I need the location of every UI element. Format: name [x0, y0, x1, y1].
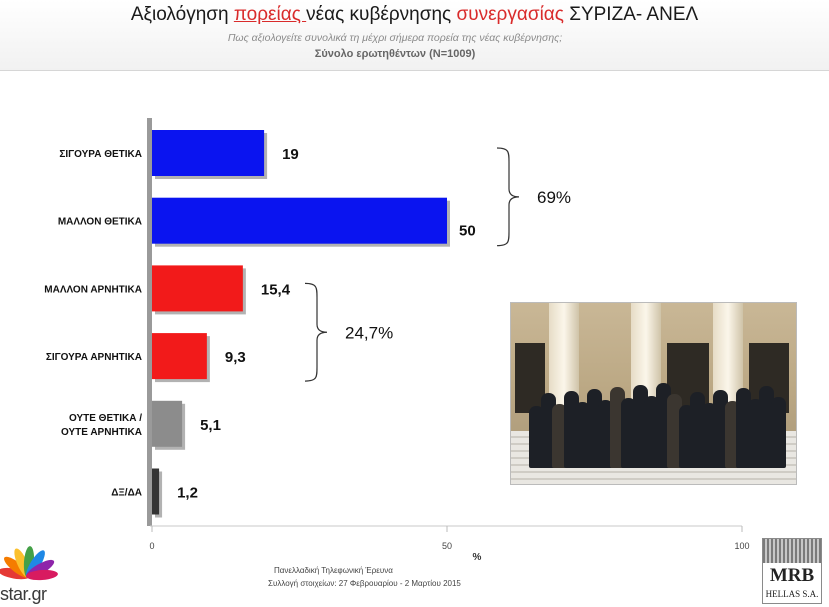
bar — [152, 130, 265, 176]
category-label: ΟΥΤΕ ΘΕΤΙΚΑ / — [69, 413, 142, 424]
person-silhouette — [690, 392, 705, 468]
bar — [152, 333, 207, 380]
data-label: 15,4 — [261, 281, 291, 298]
person-silhouette — [759, 386, 774, 468]
person-silhouette — [701, 403, 717, 468]
y-axis-line — [147, 118, 152, 526]
person-silhouette — [540, 393, 556, 468]
data-label: 19 — [282, 146, 299, 163]
category-label: ΜΑΛΛΟΝ ΑΡΝΗΤΙΚΑ — [44, 284, 142, 295]
title-part-3: ΣΥΡΙΖΑ- ΑΝΕΛ — [563, 4, 699, 25]
title-part-1: Αξιολόγηση — [130, 4, 234, 25]
person-silhouette — [598, 400, 613, 468]
data-label: 1,2 — [177, 485, 198, 502]
data-label: 9,3 — [225, 349, 246, 366]
mrb-logo-sub: HELLAS S.A. — [765, 589, 819, 599]
survey-method: Πανελλαδική Τηλεφωνική Έρευνα — [274, 566, 393, 575]
group-total-label: 69% — [537, 188, 571, 207]
person-silhouette — [667, 394, 682, 468]
category-label: ΣΙΓΟΥΡΑ ΘΕΤΙΚΑ — [59, 149, 142, 160]
category-label: ΜΑΛΛΟΝ ΘΕΤΙΚΑ — [58, 217, 142, 228]
person-silhouette — [736, 388, 751, 468]
person-silhouette — [770, 397, 786, 468]
person-silhouette — [563, 391, 579, 468]
x-axis-label: % — [473, 552, 482, 563]
person-silhouette — [724, 401, 740, 468]
x-tick-label: 100 — [734, 541, 749, 551]
person-silhouette — [552, 404, 567, 468]
header: Αξιολόγηση πορείας νέας κυβέρνησης συνερ… — [0, 0, 829, 71]
page-title: Αξιολόγηση πορείας νέας κυβέρνησης συνερ… — [0, 4, 829, 26]
mrb-logo-name: MRB — [769, 565, 815, 586]
category-label: ΟΥΤΕ ΑΡΝΗΤΙΚΑ — [61, 427, 142, 438]
star-logo-text: star.gr — [0, 584, 47, 604]
person-silhouette — [678, 405, 694, 468]
person-silhouette — [632, 385, 648, 468]
person-silhouette — [575, 402, 590, 468]
bar — [152, 468, 160, 515]
sample-size: Σύνολο ερωτηθέντων (N=1009) — [314, 48, 476, 60]
mrb-logo: MRB HELLAS S.A. — [762, 538, 822, 604]
category-label: ΔΞ/ΔΑ — [111, 488, 142, 499]
group-brace — [496, 147, 520, 247]
person-silhouette — [655, 383, 671, 468]
title-part-2: νέας κυβέρνησης — [306, 4, 457, 25]
bar — [152, 400, 183, 447]
data-label: 50 — [459, 223, 476, 240]
person-silhouette — [529, 406, 544, 468]
person-silhouette — [586, 389, 602, 468]
bar — [152, 197, 447, 244]
question-subtitle: Πως αξιολογείτε συνολικά τη μέχρι σήμερα… — [227, 32, 563, 44]
data-label: 5,1 — [200, 417, 221, 434]
x-tick-label: 0 — [149, 541, 154, 551]
bar — [152, 265, 243, 312]
group-total-label: 24,7% — [345, 323, 393, 342]
group-brace — [304, 282, 328, 382]
survey-dates: Συλλογή στοιχείων: 27 Φεβρουαρίου - 2 Μα… — [268, 579, 461, 588]
person-silhouette — [621, 398, 636, 468]
star-logo-icon — [0, 546, 58, 581]
person-silhouette — [713, 390, 728, 468]
x-tick-label: 50 — [442, 541, 452, 551]
title-highlight-1: πορείας — [233, 4, 307, 25]
person-silhouette — [644, 396, 659, 468]
government-photo — [510, 302, 797, 485]
person-silhouette — [609, 387, 625, 468]
title-highlight-2: συνεργασίας — [456, 4, 564, 25]
category-label: ΣΙΓΟΥΡΑ ΑΡΝΗΤΙΚΑ — [46, 352, 142, 363]
person-silhouette — [747, 399, 763, 468]
